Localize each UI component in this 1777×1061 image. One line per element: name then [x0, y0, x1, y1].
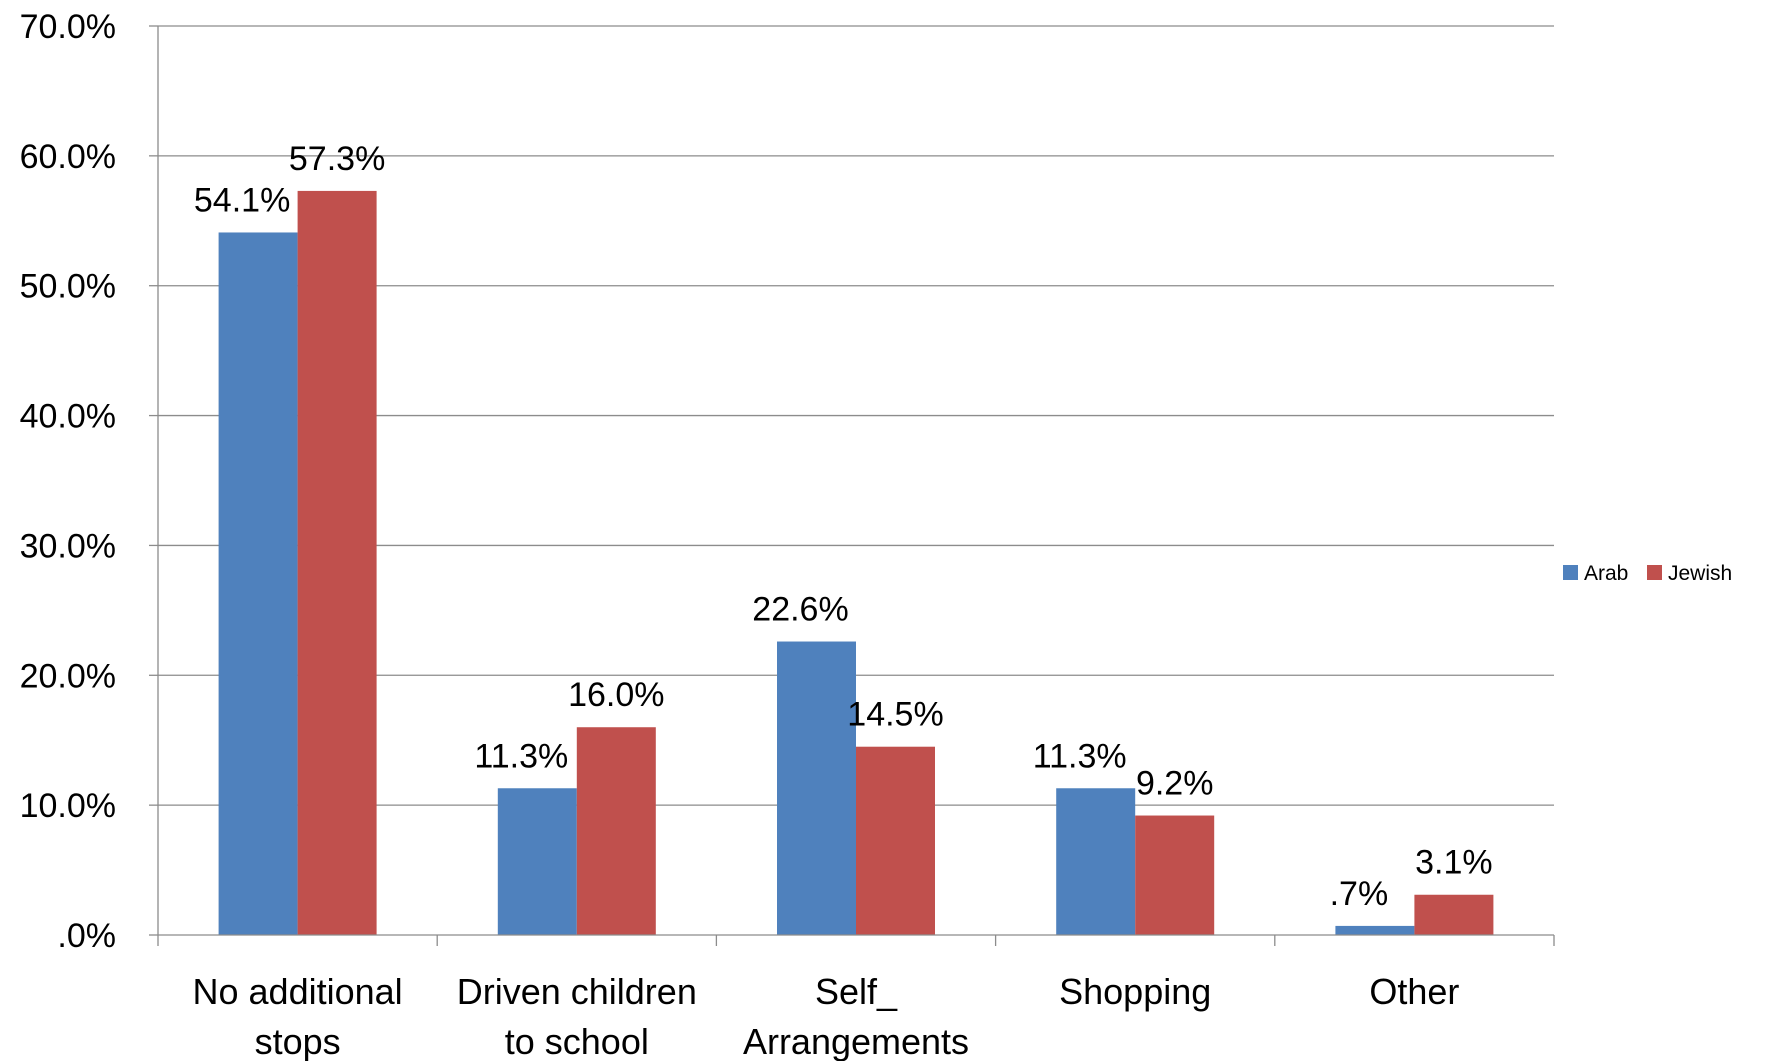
- bar-jewish-0: [297, 190, 377, 935]
- bar-jewish-1: [576, 727, 656, 935]
- data-labels: 54.1% 11.3% 22.6% 11.3% .7% 57.3% 16.0% 14.5% 9.…: [194, 140, 1493, 913]
- y-tick-label: 60.0%: [20, 138, 116, 176]
- data-label-jewish-1: 16.0%: [568, 676, 664, 714]
- x-category-label-line: stops: [255, 1021, 341, 1061]
- x-category-label-line: No additional: [193, 971, 403, 1012]
- x-category-label-line: Arrangements: [743, 1021, 969, 1061]
- legend-swatch-arab: [1563, 565, 1578, 580]
- x-axis-category-labels: No additional stops Driven children to scho…: [193, 971, 1460, 1061]
- x-category-label: No additional stops: [193, 971, 403, 1061]
- y-tick-label: .0%: [57, 917, 116, 955]
- legend-label-arab: Arab: [1584, 562, 1628, 585]
- data-label-arab-3: 11.3%: [1033, 737, 1127, 775]
- y-tick-label: 50.0%: [20, 268, 116, 306]
- bar-jewish-2: [856, 746, 935, 935]
- bar-arab-3: [1056, 788, 1136, 935]
- bar-arab-4: [1335, 925, 1415, 935]
- bar-arab-1: [497, 788, 577, 935]
- legend-swatch-jewish: [1647, 565, 1662, 580]
- legend-label-jewish: Jewish: [1668, 562, 1732, 585]
- bar-arab-0: [218, 232, 298, 936]
- y-axis-tick-labels: .0% 10.0% 20.0% 30.0% 40.0% 50.0% 60.0% 70.0%: [20, 8, 116, 955]
- x-category-label: Shopping: [1059, 971, 1211, 1012]
- gridlines: [158, 25, 1554, 806]
- legend: Arab Jewish: [1563, 562, 1732, 585]
- x-category-label: Driven children to school: [457, 971, 697, 1061]
- x-category-label-line: to school: [505, 1021, 649, 1061]
- x-category-label-line: Driven children: [457, 971, 697, 1012]
- y-tick-label: 40.0%: [20, 398, 116, 436]
- data-label-arab-0: 54.1%: [194, 181, 290, 219]
- bar-jewish-3: [1135, 815, 1215, 935]
- x-category-label-line: Other: [1369, 971, 1459, 1012]
- data-label-jewish-2: 14.5%: [847, 696, 943, 734]
- data-label-jewish-4: 3.1%: [1415, 844, 1493, 882]
- data-label-arab-2: 22.6%: [752, 591, 848, 629]
- y-tick-label: 30.0%: [20, 527, 116, 565]
- y-tick-label: 10.0%: [20, 787, 116, 825]
- x-category-label-line: Shopping: [1059, 971, 1211, 1012]
- x-category-label: Other: [1369, 971, 1459, 1012]
- bar-jewish-4: [1414, 894, 1494, 935]
- data-label-arab-4: .7%: [1330, 875, 1389, 913]
- bars: [218, 190, 1494, 936]
- y-tick-label: 20.0%: [20, 657, 116, 695]
- y-tick-label: 70.0%: [20, 8, 116, 46]
- bar-arab-2: [777, 641, 856, 935]
- x-category-label: Self_ Arrangements: [743, 971, 969, 1061]
- data-label-arab-1: 11.3%: [474, 737, 568, 775]
- data-label-jewish-0: 57.3%: [289, 140, 385, 178]
- data-label-jewish-3: 9.2%: [1136, 765, 1214, 803]
- axes: [149, 25, 1555, 946]
- x-category-label-line: Self_: [815, 971, 898, 1012]
